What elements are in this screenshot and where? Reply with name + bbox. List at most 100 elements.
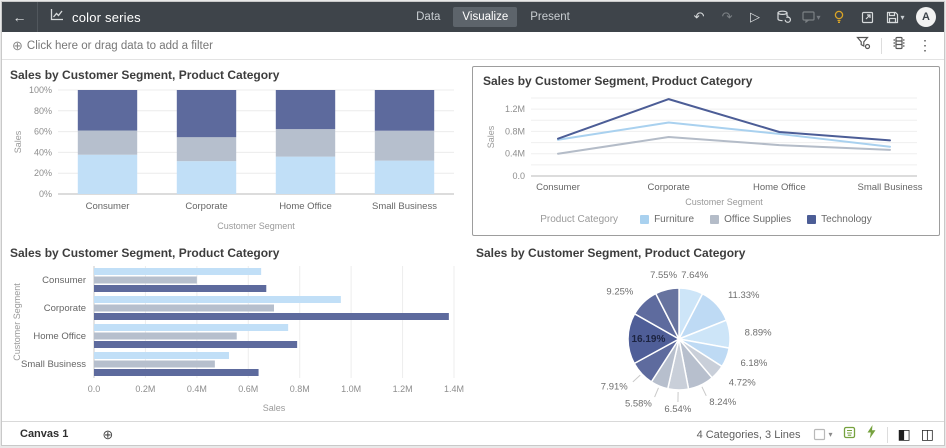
svg-text:Consumer: Consumer xyxy=(42,275,86,286)
svg-text:0.8M: 0.8M xyxy=(290,384,310,394)
data-diagram-icon[interactable] xyxy=(892,36,906,55)
filter-placeholder-text: Click here or drag data to add a filter xyxy=(27,40,213,52)
pie-visualization: Sales by Customer Segment, Product Categ… xyxy=(476,246,940,420)
svg-text:4.72%: 4.72% xyxy=(729,377,756,388)
legend-label: Technology xyxy=(821,214,872,225)
svg-text:7.55%: 7.55% xyxy=(650,270,677,281)
svg-text:1.4M: 1.4M xyxy=(444,384,464,394)
canvas-tab[interactable]: Canvas 1 xyxy=(2,422,86,446)
svg-text:7.64%: 7.64% xyxy=(681,270,708,281)
lightbulb-icon xyxy=(833,10,845,24)
line-chart-legend: Product Category Furniture Office Suppli… xyxy=(483,214,929,225)
filter-settings-icon[interactable] xyxy=(856,36,871,55)
refresh-visualization-icon[interactable] xyxy=(843,426,856,444)
svg-text:8.89%: 8.89% xyxy=(745,327,772,338)
svg-text:Sales: Sales xyxy=(486,125,496,148)
legend-item-office-supplies[interactable]: Office Supplies xyxy=(710,214,791,225)
svg-text:0.8M: 0.8M xyxy=(505,126,525,136)
chart-title: Sales by Customer Segment, Product Categ… xyxy=(483,74,929,88)
line-visualization-selected: Sales by Customer Segment, Product Categ… xyxy=(472,66,940,236)
chart-title: Sales by Customer Segment, Product Categ… xyxy=(10,246,470,260)
kebab-menu-icon[interactable]: ⋮ xyxy=(916,37,934,54)
legend-item-furniture[interactable]: Furniture xyxy=(640,214,694,225)
svg-text:Consumer: Consumer xyxy=(536,182,580,193)
pie-chart[interactable]: 7.64% 11.33% 8.89% 6.18% 4.72% 8.24% 6.54% 5.58… xyxy=(476,262,936,416)
canvas-layout-button[interactable]: ▾ xyxy=(813,428,833,441)
title-area: color series xyxy=(38,8,407,26)
divider xyxy=(887,427,888,443)
toggle-left-panel-icon[interactable]: ◧ xyxy=(898,426,911,443)
svg-text:80%: 80% xyxy=(34,106,52,116)
status-text: 4 Categories, 3 Lines xyxy=(697,429,801,441)
tab-data[interactable]: Data xyxy=(407,7,449,27)
tab-visualize[interactable]: Visualize xyxy=(453,7,517,27)
stacked-bar-chart[interactable]: 0% 20% 40% 60% 80% 100% Consumer Corporate Home … xyxy=(10,84,462,232)
divider xyxy=(881,38,882,54)
back-button[interactable]: ← xyxy=(2,2,38,32)
svg-text:0.4M: 0.4M xyxy=(187,384,207,394)
chevron-down-icon: ▾ xyxy=(829,430,833,439)
workbook-title: color series xyxy=(72,10,141,25)
user-avatar[interactable]: A xyxy=(916,7,936,27)
redo-button[interactable]: ↷ xyxy=(714,5,740,29)
chevron-down-icon: ▾ xyxy=(901,13,905,22)
svg-text:0.6M: 0.6M xyxy=(238,384,258,394)
canvas-area: Sales by Customer Segment, Product Categ… xyxy=(2,60,944,421)
svg-text:11.33%: 11.33% xyxy=(728,290,760,301)
svg-text:Small Business: Small Business xyxy=(372,201,437,212)
back-arrow-icon: ← xyxy=(13,9,27,25)
svg-text:Customer Segment: Customer Segment xyxy=(12,283,22,361)
svg-text:7.91%: 7.91% xyxy=(601,382,628,393)
svg-text:Consumer: Consumer xyxy=(86,201,130,212)
refresh-data-button[interactable] xyxy=(770,5,796,29)
export-button[interactable] xyxy=(854,5,880,29)
filter-bar-actions: ⋮ xyxy=(856,36,934,55)
insights-button[interactable] xyxy=(826,5,852,29)
add-filter-target[interactable]: ⊕ Click here or drag data to add a filte… xyxy=(12,38,856,54)
svg-text:5.58%: 5.58% xyxy=(625,399,652,410)
undo-icon: ↶ xyxy=(694,9,705,25)
svg-text:1.0M: 1.0M xyxy=(341,384,361,394)
auto-apply-data-icon[interactable] xyxy=(866,425,877,444)
top-bar: ← color series Data Visualize Present ↶ … xyxy=(2,2,944,32)
svg-text:16.19%: 16.19% xyxy=(631,334,665,345)
svg-text:0.2M: 0.2M xyxy=(135,384,155,394)
svg-text:Home Office: Home Office xyxy=(279,201,332,212)
svg-text:0%: 0% xyxy=(39,189,52,199)
run-button[interactable]: ▷ xyxy=(742,5,768,29)
legend-item-technology[interactable]: Technology xyxy=(807,214,872,225)
svg-text:1.2M: 1.2M xyxy=(393,384,413,394)
svg-text:Corporate: Corporate xyxy=(185,201,227,212)
svg-text:Small Business: Small Business xyxy=(858,182,923,193)
svg-text:20%: 20% xyxy=(34,168,52,178)
svg-text:100%: 100% xyxy=(29,85,52,95)
furniture-swatch xyxy=(640,215,649,224)
svg-text:6.18%: 6.18% xyxy=(740,358,767,369)
open-in-window-icon xyxy=(861,11,874,24)
svg-text:Small Business: Small Business xyxy=(21,359,86,370)
comment-icon xyxy=(802,11,815,23)
save-button[interactable]: ▾ xyxy=(882,5,908,29)
redo-icon: ↷ xyxy=(722,9,733,25)
svg-text:6.54%: 6.54% xyxy=(664,404,691,415)
svg-text:Customer Segment: Customer Segment xyxy=(217,221,295,231)
comments-button[interactable]: ▾ xyxy=(798,5,824,29)
svg-text:40%: 40% xyxy=(34,147,52,157)
legend-label: Furniture xyxy=(654,214,694,225)
tab-present[interactable]: Present xyxy=(521,7,579,27)
svg-text:Corporate: Corporate xyxy=(648,182,690,193)
svg-text:Customer Segment: Customer Segment xyxy=(685,197,763,207)
svg-text:9.25%: 9.25% xyxy=(606,286,633,297)
add-canvas-icon[interactable]: ⊕ xyxy=(102,427,113,443)
chart-title: Sales by Customer Segment, Product Categ… xyxy=(10,68,468,82)
toggle-right-panel-icon[interactable]: ◫ xyxy=(921,426,934,443)
svg-text:Sales: Sales xyxy=(13,130,23,153)
svg-text:8.24%: 8.24% xyxy=(709,397,736,408)
stacked-bar-visualization: Sales by Customer Segment, Product Categ… xyxy=(10,68,468,240)
svg-text:60%: 60% xyxy=(34,127,52,137)
undo-button[interactable]: ↶ xyxy=(686,5,712,29)
database-refresh-icon xyxy=(776,10,791,24)
